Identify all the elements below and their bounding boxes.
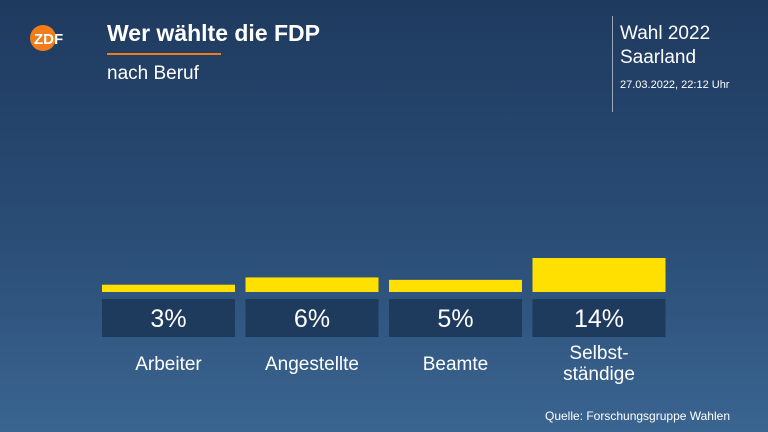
value-label-2: 5% — [437, 305, 473, 333]
value-box-2 — [389, 299, 522, 337]
source-note: Quelle: Forschungsgruppe Wahlen — [545, 409, 730, 423]
chart-subtitle: nach Beruf — [107, 63, 199, 84]
svg-text:ZDF: ZDF — [34, 31, 63, 48]
category-label-3: Selbst-ständige — [563, 343, 635, 385]
value-box-3 — [532, 299, 666, 337]
category-label-0: Arbeiter — [135, 354, 202, 375]
value-label-1: 6% — [294, 305, 330, 333]
election-title: Wahl 2022 — [620, 23, 711, 44]
chart-title: Wer wählte die FDP — [107, 20, 321, 46]
value-box-0 — [102, 299, 235, 337]
zdf-logo-icon: ZDF — [30, 25, 63, 51]
bar-0 — [102, 284, 235, 292]
title-underline — [107, 53, 221, 55]
value-label-0: 3% — [150, 305, 186, 333]
meta-divider — [612, 16, 613, 112]
election-region: Saarland — [620, 47, 697, 68]
category-label-1: Angestellte — [265, 354, 359, 375]
timestamp: 27.03.2022, 22:12 Uhr — [620, 79, 730, 91]
value-label-3: 14% — [574, 305, 624, 333]
bar-1 — [245, 277, 379, 292]
bar-3 — [532, 258, 666, 292]
value-box-1 — [245, 299, 379, 337]
bar-2 — [389, 279, 522, 292]
category-label-2: Beamte — [423, 354, 488, 375]
